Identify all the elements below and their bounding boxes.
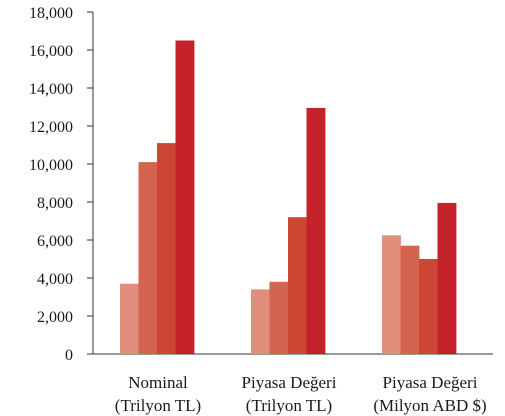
bar [419, 259, 438, 354]
bar [175, 40, 195, 354]
bar [120, 283, 139, 354]
y-tick-label: 10,000 [29, 157, 73, 174]
bar [437, 202, 457, 354]
x-category-label: Piyasa Değeri [383, 373, 478, 392]
bar [288, 217, 307, 354]
bar [157, 143, 176, 354]
y-tick-label: 16,000 [29, 43, 73, 60]
bar [138, 162, 158, 354]
x-category-label: (Milyon ABD $) [373, 396, 486, 415]
bar [269, 281, 289, 354]
y-tick-label: 0 [65, 347, 73, 364]
y-tick-label: 14,000 [29, 81, 73, 98]
x-category-label: Piyasa Değeri [242, 373, 337, 392]
bar-series [120, 40, 457, 354]
y-tick-label: 18,000 [29, 5, 73, 22]
x-category-label: (Trilyon TL) [115, 396, 201, 415]
y-tick-label: 2,000 [37, 309, 73, 326]
y-tick-label: 12,000 [29, 119, 73, 136]
x-axis-labels: Nominal (Trilyon TL) Piyasa Değeri (Trilyon… [115, 373, 487, 415]
y-tick-label: 8,000 [37, 195, 73, 212]
y-tick-label: 6,000 [37, 233, 73, 250]
bar [382, 235, 401, 354]
x-category-label: Nominal [128, 373, 188, 392]
bar [251, 289, 270, 354]
bar [400, 245, 420, 354]
x-category-label: (Trilyon TL) [246, 396, 332, 415]
y-tick-label: 4,000 [37, 271, 73, 288]
y-axis-ticks: 0 2,000 4,000 6,000 8,000 10,000 12,000 14,000 1… [29, 5, 93, 364]
bar [306, 107, 326, 354]
